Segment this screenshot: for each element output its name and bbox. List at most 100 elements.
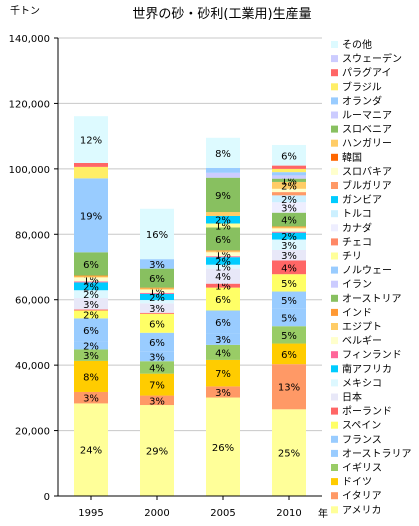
legend-swatch: [331, 266, 338, 274]
legend-label: フィンランド: [342, 349, 402, 361]
legend-label: 南アフリカ: [342, 362, 392, 375]
y-tick-label: 120,000: [9, 99, 50, 110]
data-label: 5%: [281, 279, 297, 290]
data-label: 6%: [281, 151, 297, 162]
legend-label: アメリカ: [342, 504, 382, 516]
bar-segment: [206, 287, 240, 311]
bar-segment: [140, 289, 174, 293]
bar-segment: [272, 231, 306, 233]
legend-label: スウェーデン: [342, 52, 402, 65]
bar-segment: [140, 312, 174, 314]
bar-segment: [74, 178, 108, 253]
legend-label: 日本: [342, 391, 362, 404]
bar-segment: [206, 177, 240, 213]
bar-segment: [272, 165, 306, 169]
data-label: 29%: [146, 447, 168, 458]
stacked-bars: 24%3%8%3%2%6%2%3%2%2%1%6%19%12%29%3%7%4%…: [74, 116, 306, 496]
bar-segment: [206, 310, 240, 334]
data-label: 4%: [215, 272, 231, 283]
legend-swatch: [331, 421, 338, 429]
bar-segment: [272, 192, 306, 196]
x-tick-label: 1995: [78, 508, 103, 519]
bar-segment: [272, 308, 306, 327]
legend-label: ガンビア: [342, 194, 382, 206]
bar-segment: [74, 276, 108, 278]
data-label: 2%: [83, 310, 99, 321]
bar-segment: [272, 343, 306, 365]
y-axis-unit-label: 千トン: [10, 5, 40, 17]
bar-segment: [206, 264, 240, 269]
legend-swatch: [331, 407, 338, 415]
legend-swatch: [331, 280, 338, 288]
legend-swatch: [331, 506, 338, 514]
data-label: 8%: [83, 372, 99, 383]
data-label: 1%: [149, 287, 165, 298]
legend-swatch: [331, 153, 338, 161]
bar-segment: [140, 373, 174, 396]
legend-swatch: [331, 323, 338, 330]
bar-segment: [272, 226, 306, 228]
y-tick-label: 80,000: [15, 230, 50, 241]
bar-segment: [206, 251, 240, 253]
bar-segment: [140, 332, 174, 352]
bar-segment: [74, 309, 108, 311]
legend-label: オーストラリア: [342, 448, 412, 460]
legend-swatch: [331, 435, 338, 443]
bar-segment: [206, 252, 240, 257]
bar-segment: [74, 281, 108, 283]
bar-segment: [140, 208, 174, 260]
legend-label: ルーマニア: [342, 111, 392, 122]
legend-swatch: [331, 41, 338, 48]
bar-segment: [272, 409, 306, 496]
bar-segment: [74, 166, 108, 179]
legend-label: フランス: [342, 434, 382, 446]
legend-label: オランダ: [342, 94, 382, 107]
legend-label: イラン: [342, 279, 372, 291]
bar-segment: [74, 349, 108, 361]
bar-segment: [140, 303, 174, 313]
legend-label: チリ: [342, 251, 362, 263]
data-label: 13%: [278, 383, 300, 394]
bar-segment: [272, 181, 306, 189]
data-label: 9%: [215, 191, 231, 202]
chart-title: 世界の砂・砂利(工業用)生産量: [132, 6, 311, 22]
legend-swatch: [331, 379, 338, 387]
legend-label: ノルウェー: [342, 265, 392, 277]
data-label: 2%: [149, 293, 165, 304]
bar-segment: [206, 256, 240, 258]
bar-segment: [272, 202, 306, 213]
data-label: 16%: [146, 230, 168, 241]
legend-label: その他: [342, 38, 372, 51]
data-label: 3%: [281, 203, 297, 214]
data-label: 2%: [281, 195, 297, 206]
bar-segment: [206, 283, 240, 288]
bar-segment: [206, 397, 240, 496]
bar-segment: [74, 318, 108, 342]
legend: その他スウェーデンパラグアイブラジルオランダルーマニアスロベニアハンガリー韓国ス…: [331, 38, 412, 516]
bar-segment: [206, 359, 240, 387]
x-axis-ticks: 1995 2000 2005 2010: [78, 496, 302, 519]
legend-swatch: [331, 125, 338, 133]
bar-segment: [206, 215, 240, 224]
bar-segment: [74, 403, 108, 496]
data-label: 6%: [215, 235, 231, 246]
y-tick-label: 60,000: [15, 296, 50, 307]
bar-segment: [74, 275, 108, 277]
legend-swatch: [331, 294, 338, 302]
bar-segment: [272, 227, 306, 229]
data-label: 3%: [215, 335, 231, 346]
bar-segment: [74, 298, 108, 310]
legend-swatch: [331, 69, 338, 77]
bar-segment: [272, 291, 306, 309]
data-label: 3%: [149, 396, 165, 407]
legend-label: エジプト: [342, 321, 382, 333]
legend-swatch: [331, 55, 338, 63]
legend-label: ブルガリア: [342, 179, 392, 192]
bar-segment: [206, 172, 240, 178]
bar-segment: [140, 268, 174, 288]
legend-label: ポーランド: [342, 406, 392, 418]
legend-label: パラグアイ: [342, 66, 392, 79]
data-label: 2%: [281, 232, 297, 243]
legend-label: イタリア: [342, 490, 382, 502]
bar-segment: [140, 288, 174, 290]
